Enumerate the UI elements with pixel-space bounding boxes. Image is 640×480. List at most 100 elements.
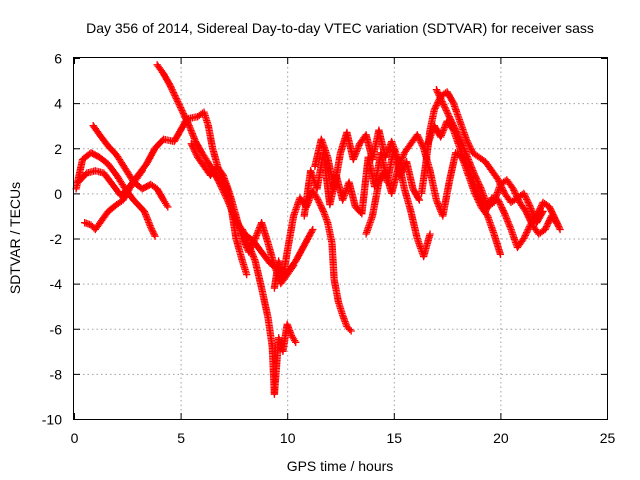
series-track-7 [238, 225, 300, 398]
data-point-trail [214, 164, 226, 178]
data-point [426, 230, 434, 238]
data-point [138, 167, 146, 175]
data-point-trail [536, 226, 548, 237]
y-tick-label-2: -6 [50, 321, 63, 337]
data-point-trail [484, 213, 498, 236]
plot-frame [73, 57, 608, 420]
data-point [347, 327, 355, 335]
data-point [309, 225, 317, 234]
x-tick-label-1: 5 [177, 430, 185, 446]
x-axis-label: GPS time / hours [287, 458, 394, 474]
data-point-trail [292, 243, 308, 264]
data-point-trail [452, 128, 465, 146]
data-point-trail [363, 213, 376, 236]
y-tick-label-4: -2 [50, 231, 63, 247]
data-point-trail [533, 209, 546, 225]
data-point-trail [133, 168, 145, 182]
data-point-trail [179, 110, 193, 128]
data-point-trail [330, 150, 344, 191]
data-point-trail [439, 100, 453, 119]
data-point-trail [548, 213, 561, 228]
data-point-trail [105, 161, 120, 178]
data-point-trail [426, 168, 440, 203]
data-point-trail [540, 199, 552, 210]
data-point-trail [105, 202, 119, 214]
data-point-trail [444, 89, 457, 106]
data-point-trail [369, 180, 383, 218]
data-point-trail [401, 186, 415, 214]
data-point-trail [314, 195, 327, 214]
data-point [151, 232, 159, 240]
series-track-14 [432, 85, 562, 238]
data-point-trail [471, 173, 485, 192]
x-tick-label-2: 10 [280, 430, 296, 446]
data-point-trail [439, 180, 453, 218]
data-point-trail [154, 186, 167, 203]
data-point-trail [445, 150, 459, 185]
data-point-trail [403, 159, 417, 191]
chart-title: Day 356 of 2014, Sidereal Day-to-day VTE… [86, 20, 594, 36]
series-track-3 [81, 167, 146, 234]
data-point-trail [195, 109, 207, 120]
y-tick-label-7: 4 [54, 96, 62, 112]
data-point-trail [288, 333, 299, 345]
data-point-trail [239, 259, 250, 277]
data-point-trail [495, 197, 508, 216]
data-point-trail [88, 149, 102, 161]
data-point-trail [498, 177, 509, 187]
data-point-trail [324, 220, 336, 245]
data-point-trail [101, 170, 115, 187]
data-point [164, 203, 172, 211]
data-point-trail [517, 200, 529, 214]
data-point-trail [264, 240, 278, 268]
data-point [292, 338, 300, 346]
data-point-trail [97, 132, 111, 149]
data-point-trail [88, 222, 98, 232]
data-point-trail [345, 179, 359, 210]
x-tick-label-3: 15 [387, 430, 403, 446]
y-tick-label-1: -8 [50, 366, 63, 382]
data-point-trail [143, 146, 158, 167]
data-point-trail [152, 136, 166, 151]
data-point-trail [318, 137, 331, 160]
y-tick-label-6: 2 [54, 141, 62, 157]
series-track-8 [270, 187, 355, 335]
data-point-trail [283, 213, 297, 255]
points-layer [72, 61, 564, 398]
series-track-9 [300, 144, 424, 220]
data-point-trail [154, 62, 167, 76]
data-point [289, 261, 298, 270]
y-tick-label-3: -4 [50, 276, 63, 292]
data-point-trail [520, 191, 534, 210]
data-point-trail [344, 324, 354, 334]
data-point-trail [105, 143, 120, 158]
data-point [243, 270, 251, 279]
data-point-trail [216, 179, 231, 203]
tick-labels: 0 5 10 15 20 25 -10 -8 -6 -4 -2 0 2 4 6 [42, 51, 616, 447]
data-point-trail [407, 209, 421, 241]
data-point-trail [456, 119, 470, 142]
data-point-trail [446, 114, 459, 133]
data-point-trail [504, 177, 516, 192]
data-point-trail [469, 177, 483, 200]
data-point-trail [171, 127, 184, 144]
data-point-trail [477, 154, 488, 165]
data-point-trail [148, 181, 160, 192]
data-point-trail [199, 150, 214, 169]
data-point-trail [510, 186, 523, 205]
data-point-trail [82, 219, 94, 229]
data-point [496, 250, 505, 258]
data-point-trail [490, 182, 504, 205]
data-point-trail [470, 150, 482, 160]
data-point-trail [514, 236, 527, 250]
data-point-trail [232, 236, 246, 264]
data-point-trail [478, 186, 491, 209]
data-point-trail [99, 209, 111, 223]
data-point-trail [388, 166, 402, 196]
data-point-trail [251, 259, 265, 291]
data-point-trail [463, 137, 476, 155]
data-point-trail [122, 166, 137, 185]
data-point-trail [97, 154, 111, 167]
data-point-trail [192, 139, 205, 156]
